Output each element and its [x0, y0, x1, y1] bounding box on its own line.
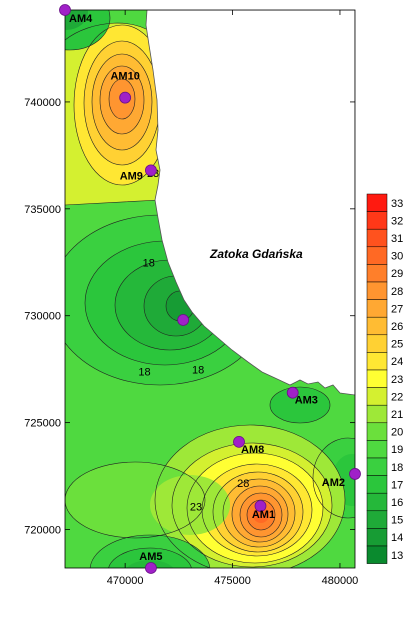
contour-value-label: 18: [138, 367, 150, 379]
legend-value-label: 28: [391, 286, 403, 298]
legend-swatch: [366, 475, 388, 494]
field-am3-low: [270, 387, 330, 423]
station-label: AM9: [120, 170, 143, 182]
station-marker[interactable]: [254, 500, 267, 512]
station-marker[interactable]: [145, 562, 157, 574]
station-label: AM10: [110, 71, 139, 83]
contour-value-label: 23: [190, 501, 202, 513]
station-label: AM4: [69, 13, 93, 25]
legend-swatch: [366, 299, 388, 318]
legend-value-label: 30: [391, 251, 403, 263]
field-am4-lower: [65, 10, 88, 30]
station-marker[interactable]: [59, 4, 71, 16]
legend-value-label: 23: [391, 374, 403, 386]
legend-swatch: [366, 211, 388, 230]
legend-value-label: 15: [391, 515, 403, 527]
contour-value-label: 18: [192, 364, 204, 376]
legend-swatch: [366, 334, 388, 353]
legend-value-label: 21: [391, 409, 403, 421]
station-label: AM5: [139, 551, 162, 563]
station-marker[interactable]: [349, 468, 361, 480]
station-marker[interactable]: [233, 435, 245, 448]
legend-value-label: 25: [391, 339, 403, 351]
y-tick-label: 740000: [24, 97, 61, 109]
y-tick-label: 725000: [24, 418, 61, 430]
contour-field: [65, 10, 355, 568]
station-label: AM2: [322, 477, 345, 489]
legend-swatch: [366, 492, 388, 512]
x-tick-label: 475000: [214, 575, 251, 587]
legend-value-label: 20: [391, 427, 403, 439]
station-marker[interactable]: [145, 164, 157, 177]
y-tick-label: 720000: [24, 525, 61, 537]
legend-swatch: [366, 510, 388, 529]
legend-value-label: 22: [391, 391, 403, 403]
legend-value-label: 27: [391, 303, 403, 315]
legend-swatch: [366, 316, 388, 336]
legend-swatch: [366, 281, 388, 300]
x-tick-label: 470000: [107, 575, 144, 587]
plot-frame: [64, 9, 356, 569]
station-label: AM3: [295, 395, 318, 407]
legend-swatch: [366, 246, 388, 265]
station-label: AM8: [241, 444, 264, 456]
contour-value-label: 18: [143, 258, 155, 270]
station-label: AM1: [252, 509, 275, 521]
stations: AM4 AM10 AM9 AM3 AM8 AM2 AM1 AM5: [59, 4, 361, 574]
axis-ticks: 470000 475000 480000 720000 725000 730000 7350…: [24, 10, 358, 587]
legend-swatch: [366, 228, 388, 248]
y-tick-label: 730000: [24, 311, 61, 323]
legend-value-label: 14: [391, 532, 403, 544]
legend-value-label: 19: [391, 444, 403, 456]
sea-label: Zatoka Gdańska: [209, 247, 303, 261]
legend-value-label: 32: [391, 215, 403, 227]
legend-swatch: [366, 528, 388, 547]
station-marker[interactable]: [177, 314, 190, 326]
legend-value-label: 17: [391, 479, 403, 491]
sea-area: [145, 10, 355, 396]
legend-value-label: 31: [391, 233, 403, 245]
legend-value-label: 33: [391, 198, 403, 210]
station-marker[interactable]: [286, 386, 299, 399]
legend-swatch: [366, 457, 388, 476]
legend-value-label: 29: [391, 268, 403, 280]
field-south-21: [150, 475, 230, 535]
legend-swatch: [366, 422, 388, 441]
field-am5-17: [108, 548, 192, 568]
station-marker[interactable]: [119, 91, 132, 104]
field-am1-30: [253, 507, 269, 523]
legend-swatch: [366, 193, 388, 212]
legend-value-label: 26: [391, 321, 403, 333]
contour-value-label: 28: [237, 478, 249, 490]
legend-value-label: 18: [391, 462, 403, 474]
legend-swatch: [366, 352, 388, 371]
legend-swatch: [366, 264, 388, 283]
legend-value-label: 13: [391, 550, 403, 562]
legend-swatch: [366, 545, 388, 564]
y-tick-label: 735000: [24, 204, 61, 216]
legend-value-label: 16: [391, 497, 403, 509]
legend-swatch: [366, 387, 388, 406]
legend-swatch: [366, 440, 388, 459]
legend-value-label: 24: [391, 356, 403, 368]
color-legend: 33 32 31 30 29 28 27 26 25 24 23 22 21 20 19 18 17 16 15 14…: [366, 193, 403, 564]
legend-swatch: [366, 369, 388, 388]
x-tick-label: 480000: [322, 575, 359, 587]
legend-swatch: [366, 404, 388, 424]
